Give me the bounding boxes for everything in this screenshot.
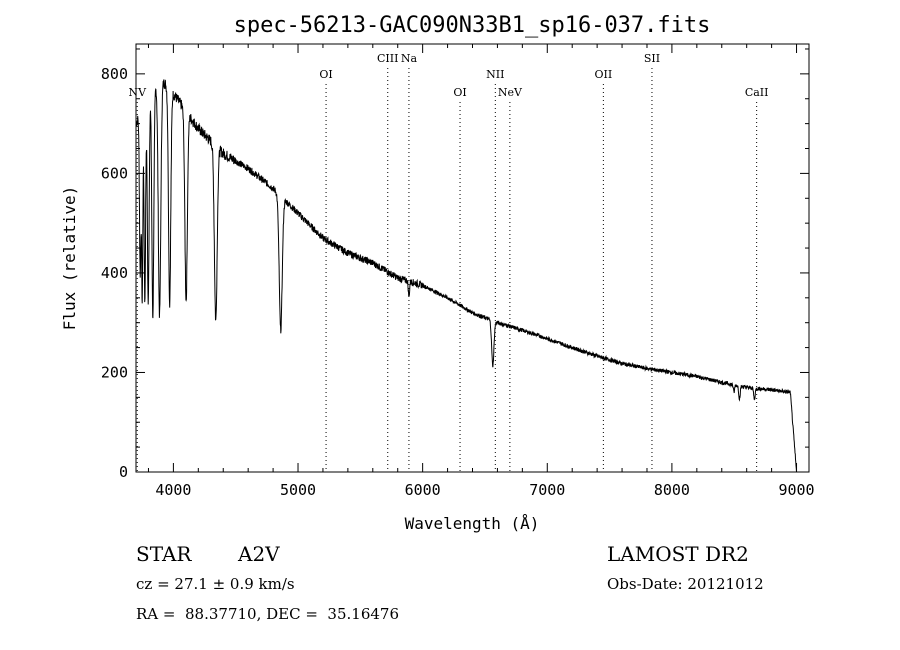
line-marker-label: OII [595, 68, 613, 81]
line-marker-label: NV [128, 86, 147, 99]
spectrum-line [135, 79, 797, 473]
line-marker-label: CaII [745, 86, 769, 99]
coordinates-text: RA = 88.37710, DEC = 35.16476 [136, 605, 400, 623]
spectral-subclass: A2V [238, 542, 280, 566]
chart-title: spec-56213-GAC090N33B1_sp16-037.fits [234, 13, 711, 38]
y-tick-label: 600 [101, 164, 128, 182]
x-tick-label: 8000 [654, 481, 690, 499]
line-marker-label: CIII [377, 52, 398, 65]
line-marker-label: OI [453, 86, 466, 99]
line-marker-label: SII [644, 52, 660, 65]
observation-date: Obs-Date: 20121012 [607, 575, 764, 593]
x-tick-label: 7000 [529, 481, 565, 499]
line-marker-label: Na [401, 52, 418, 65]
y-tick-label: 400 [101, 264, 128, 282]
line-marker-label: NeV [498, 86, 523, 99]
line-marker-label: OI [319, 68, 332, 81]
x-tick-label: 5000 [280, 481, 316, 499]
y-tick-label: 800 [101, 65, 128, 83]
y-tick-label: 0 [119, 463, 128, 481]
line-markers: NV OI CIII Na OI NII NeV OII SII CaII [128, 52, 768, 472]
redshift-text: cz = 27.1 ± 0.9 km/s [136, 575, 295, 593]
x-tick-label: 4000 [155, 481, 191, 499]
line-marker-label: NII [486, 68, 504, 81]
plot-frame [135, 43, 810, 473]
y-tick-label: 200 [101, 363, 128, 381]
x-tick-label: 9000 [778, 481, 814, 499]
survey-name: LAMOST DR2 [607, 542, 749, 566]
object-type: STAR [136, 542, 192, 566]
x-axis-label: Wavelength (Å) [405, 514, 540, 533]
y-axis-label: Flux (relative) [60, 186, 79, 331]
axis-ticks: 4000 5000 6000 7000 8000 9000 0 200 400 600 800 [101, 44, 815, 499]
x-tick-label: 6000 [405, 481, 441, 499]
